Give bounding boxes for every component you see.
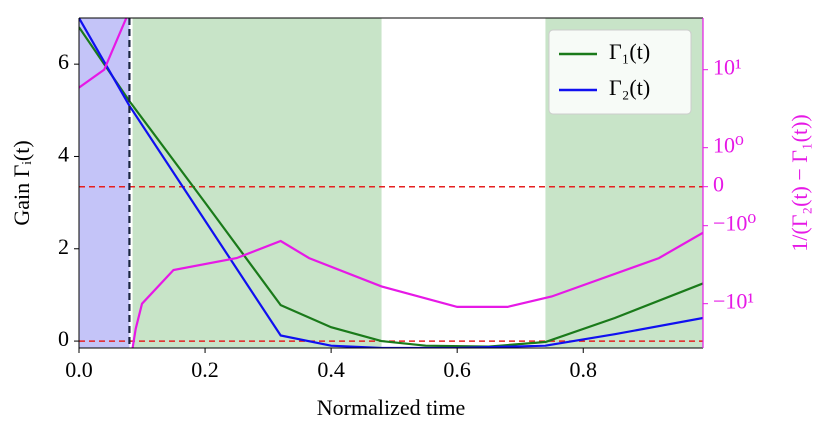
y-axis-label: Gain Γᵢ(t) <box>9 140 34 225</box>
y2-tick-label: 10⁰ <box>713 133 744 158</box>
legend-label: Γ₂(t) <box>609 75 650 100</box>
legend-box <box>548 29 692 115</box>
series-line <box>79 18 703 348</box>
x-tick-label: 0.2 <box>191 357 219 382</box>
series-line <box>79 18 703 348</box>
legend-label: Γ₁(t) <box>609 39 650 64</box>
y2-tick-label: 0 <box>713 172 724 197</box>
shaded-region <box>132 18 382 348</box>
x-tick-label: 0.6 <box>443 357 471 382</box>
x-tick-label: 0.8 <box>569 357 597 382</box>
y2-tick-label: 10¹ <box>713 55 742 80</box>
y-tick-label: 4 <box>58 142 69 167</box>
x-tick-label: 0.0 <box>65 357 93 382</box>
x-axis-label: Normalized time <box>317 395 465 420</box>
y-tick-label: 6 <box>58 49 69 74</box>
y-tick-label: 2 <box>58 234 69 259</box>
y2-axis-label: 1/(Γ₂(t) − Γ₁(t)) <box>787 114 812 251</box>
y-tick-label: 0 <box>58 326 69 351</box>
shaded-region <box>79 18 130 348</box>
y2-tick-label: −10¹ <box>713 289 754 314</box>
x-tick-label: 0.4 <box>317 357 345 382</box>
series-line <box>79 26 703 348</box>
y2-tick-label: −10⁰ <box>713 211 756 236</box>
